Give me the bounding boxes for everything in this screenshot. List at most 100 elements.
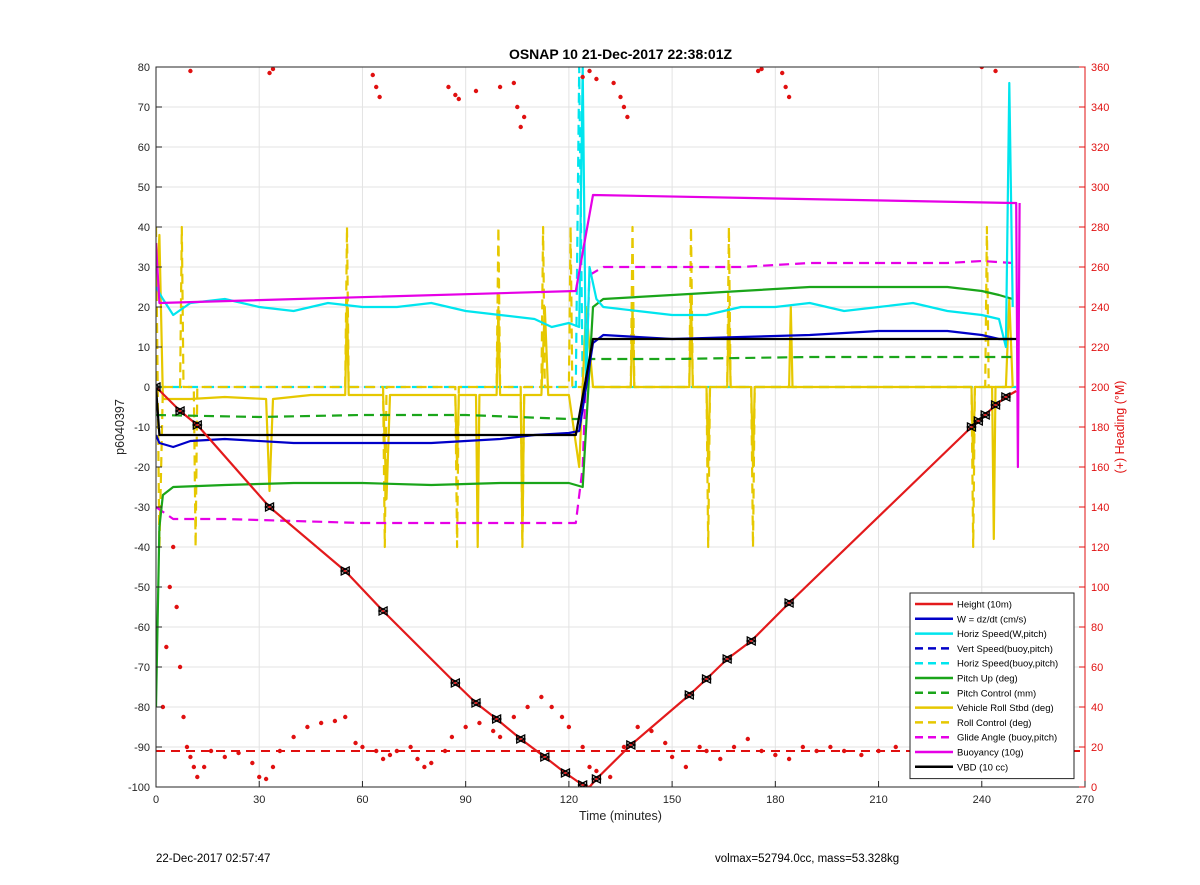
- legend-label: W = dz/dt (cm/s): [957, 614, 1026, 625]
- heading-point: [594, 76, 599, 82]
- heading-point: [841, 748, 847, 754]
- heading-point: [429, 760, 434, 766]
- y-tick-label: 10: [138, 342, 150, 354]
- heading-tick-label: 360: [1091, 62, 1109, 74]
- heading-tick-label: 260: [1091, 262, 1109, 274]
- heading-point: [257, 774, 262, 780]
- sample-marker: [683, 689, 694, 701]
- legend-box: [909, 592, 1075, 780]
- heading-point: [184, 744, 190, 750]
- heading-tick-label: 340: [1091, 102, 1109, 114]
- x-tick-label: 240: [973, 794, 991, 806]
- heading-point: [446, 84, 451, 90]
- x-tick-label: 120: [560, 794, 578, 806]
- heading-point: [453, 92, 458, 98]
- heading-tick-label: 40: [1091, 702, 1103, 714]
- heading-point: [374, 84, 379, 90]
- heading-tick-label: 180: [1091, 422, 1109, 434]
- heading-point: [773, 752, 778, 758]
- heading-point: [291, 734, 296, 740]
- x-tick-label: 30: [253, 794, 265, 806]
- sample-marker: [559, 767, 571, 779]
- heading-point: [270, 67, 276, 72]
- y-tick-label: -40: [134, 542, 150, 554]
- x-tick-label: 270: [1076, 794, 1094, 806]
- sample-marker: [191, 419, 202, 431]
- sample-marker: [339, 565, 350, 577]
- heading-tick-label: 20: [1091, 742, 1103, 754]
- heading-point: [188, 68, 193, 74]
- heading-point: [497, 734, 503, 740]
- heading-tick-label: 240: [1091, 302, 1109, 314]
- y-tick-label: -10: [134, 422, 150, 434]
- legend-label: Horiz Speed(buoy,pitch): [957, 659, 1058, 670]
- heading-point: [277, 748, 283, 754]
- heading-point: [191, 764, 197, 770]
- y-tick-label: -80: [134, 702, 150, 714]
- sample-marker: [515, 733, 526, 745]
- sample-marker: [979, 409, 990, 421]
- heading-point: [587, 764, 592, 770]
- y-tick-label: -90: [134, 742, 150, 754]
- heading-tick-label: 80: [1091, 622, 1103, 634]
- x-tick-label: 0: [153, 794, 159, 806]
- sample-marker: [990, 399, 1001, 411]
- heading-axis-label: (+) Heading (°M): [1113, 381, 1127, 474]
- x-axis-label: Time (minutes): [579, 809, 662, 823]
- heading-point: [587, 68, 592, 74]
- heading-point: [415, 756, 420, 762]
- heading-point: [160, 704, 166, 710]
- heading-point: [525, 704, 530, 710]
- heading-point: [580, 74, 585, 80]
- legend-label: Vert Speed(buoy,pitch): [957, 644, 1053, 655]
- heading-point: [353, 740, 358, 746]
- heading-tick-label: 320: [1091, 142, 1109, 154]
- heading-point: [814, 748, 819, 754]
- series-line-w-dz-dt-cm-s-: [156, 329, 1013, 449]
- heading-point: [780, 70, 785, 76]
- heading-point: [580, 744, 585, 750]
- sample-marker: [470, 697, 481, 709]
- heading-tick-label: 160: [1091, 462, 1109, 474]
- x-tick-label: 150: [663, 794, 681, 806]
- heading-point: [518, 124, 523, 130]
- y-axis-label: p6040397: [113, 399, 127, 455]
- y-tick-label: -100: [128, 782, 150, 794]
- heading-point: [456, 96, 461, 102]
- heading-point: [377, 94, 382, 100]
- legend-label: Roll Control (deg): [957, 718, 1031, 729]
- series-line-glide-angle-buoy-pitch-: [156, 259, 1013, 525]
- sample-marker: [577, 779, 588, 787]
- sample-marker: [745, 635, 756, 647]
- heading-point: [497, 84, 503, 90]
- sample-marker: [783, 597, 794, 609]
- heading-point: [783, 84, 788, 90]
- heading-point: [876, 748, 881, 754]
- legend-label: Height (10m): [957, 600, 1012, 611]
- heading-point: [442, 748, 448, 754]
- sample-marker: [701, 673, 712, 685]
- heading-point: [171, 544, 176, 550]
- series-group: [156, 67, 1085, 787]
- heading-point: [177, 664, 183, 670]
- heading-point: [786, 94, 792, 100]
- heading-point: [993, 68, 998, 74]
- heading-tick-label: 0: [1091, 782, 1097, 794]
- heading-point: [195, 774, 200, 780]
- chart-title: OSNAP 10 21-Dec-2017 22:38:01Z: [509, 46, 733, 62]
- heading-point: [683, 764, 689, 770]
- series-line-vbd-10-cc-: [156, 337, 1017, 437]
- sample-marker: [264, 501, 275, 513]
- y-tick-label: 0: [144, 382, 150, 394]
- heading-point: [759, 67, 764, 72]
- heading-tick-label: 100: [1091, 582, 1109, 594]
- y-tick-label: -50: [134, 582, 150, 594]
- y-tick-label: -20: [134, 462, 150, 474]
- sample-marker: [625, 739, 636, 751]
- heading-point: [800, 744, 806, 750]
- x-tick-label: 90: [460, 794, 472, 806]
- heading-point: [374, 748, 379, 754]
- heading-point: [635, 724, 640, 730]
- legend-label: Horiz Speed(W,pitch): [957, 629, 1047, 640]
- y-tick-label: -30: [134, 502, 150, 514]
